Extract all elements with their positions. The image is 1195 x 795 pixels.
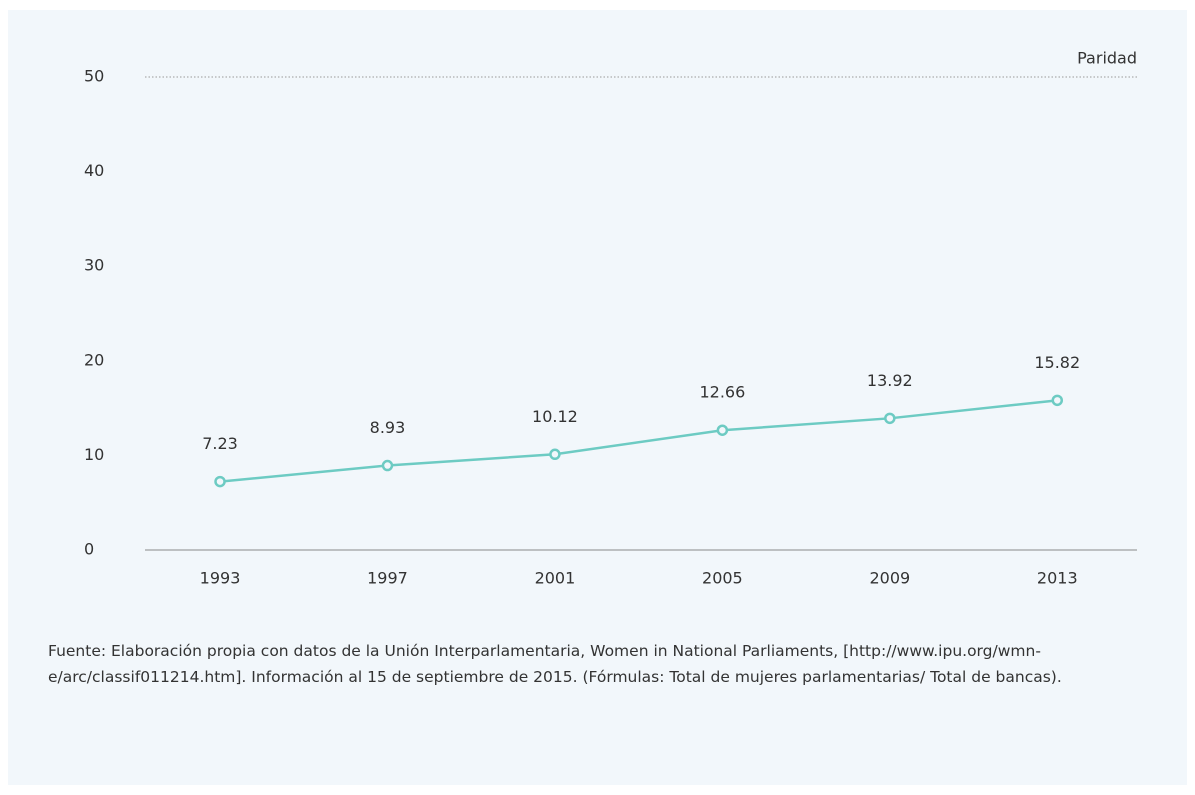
- y-tick-label: 0: [84, 540, 94, 559]
- data-label: 7.23: [202, 434, 238, 453]
- line: [219, 399, 1058, 483]
- y-tick-label: 20: [84, 350, 104, 369]
- x-tick-label: 2005: [702, 569, 743, 588]
- reference-label: Paridad: [1077, 49, 1137, 68]
- source-note: Fuente: Elaboración propia con datos de …: [48, 642, 1062, 686]
- data-label: 8.93: [370, 418, 406, 437]
- point: [381, 459, 394, 472]
- x-tick-label: 1993: [200, 569, 241, 588]
- y-tick-label: 50: [84, 67, 104, 86]
- data-label: 13.92: [867, 371, 913, 390]
- point: [214, 475, 226, 488]
- point: [884, 412, 896, 425]
- x-tick-label: 2001: [535, 569, 576, 588]
- x-tick-label: 2013: [1037, 569, 1078, 588]
- point: [716, 424, 729, 436]
- data-label: 15.82: [1034, 353, 1080, 372]
- point: [1051, 394, 1064, 407]
- panel: [8, 10, 1187, 785]
- x-tick-label: 1997: [367, 569, 408, 588]
- data-label: 10.12: [532, 407, 578, 426]
- y-tick-label: 30: [84, 256, 104, 275]
- x-tick-label: 2009: [869, 569, 910, 588]
- point: [549, 448, 561, 461]
- y-tick-label: 40: [84, 161, 104, 180]
- y-tick-label: 10: [84, 445, 104, 464]
- data-label: 12.66: [699, 383, 745, 402]
